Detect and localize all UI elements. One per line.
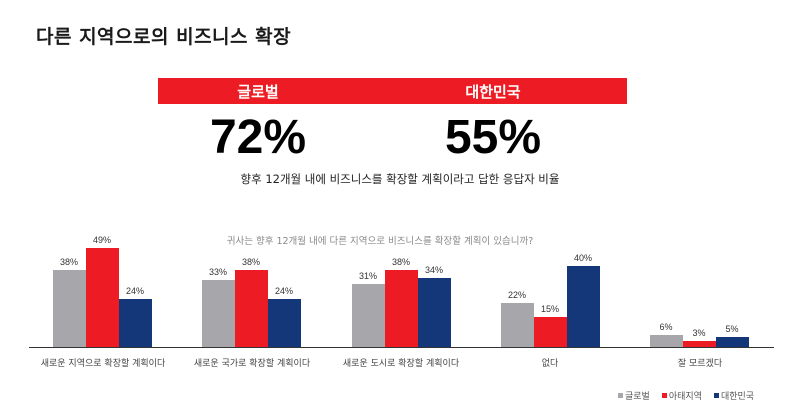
legend-label-global: 글로벌 <box>625 392 650 402</box>
bar-value-label: 34% <box>424 265 443 275</box>
chart-legend: 글로벌 아태지역 대한민국 <box>618 389 754 402</box>
bar-global <box>501 303 534 347</box>
page-title: 다른 지역으로의 비즈니스 확장 <box>36 26 292 48</box>
bar-apac <box>235 270 268 347</box>
category-label: 새로운 국가로 확장할 계획이다 <box>193 359 311 369</box>
category-label: 새로운 지역으로 확장할 계획이다 <box>40 359 166 369</box>
global-percentage: 72% <box>209 111 307 164</box>
bar-value-label: 5% <box>725 324 739 334</box>
bar-global <box>352 284 385 347</box>
bar-korea <box>119 299 152 347</box>
bar-value-label: 31% <box>358 271 377 281</box>
legend-item-apac: 아태지역 <box>661 389 702 402</box>
x-axis-line <box>29 347 774 348</box>
banner-label-korea: 대한민국 <box>465 83 521 101</box>
korea-percentage: 55% <box>444 111 542 164</box>
banner-label-global: 글로벌 <box>237 83 279 101</box>
legend-item-global: 글로벌 <box>618 389 650 402</box>
category-label: 잘 모르겠다 <box>677 359 723 369</box>
bar-korea <box>716 337 749 347</box>
bar-value-label: 49% <box>92 235 111 245</box>
bar-value-label: 15% <box>540 304 559 314</box>
bar-value-label: 3% <box>692 328 706 338</box>
bar-global <box>53 270 86 347</box>
region-banner: 글로벌 대한민국 <box>158 78 627 104</box>
bar-apac <box>385 270 418 347</box>
legend-swatch-korea <box>713 393 719 398</box>
chart-title: 귀사는 향후 12개월 내에 다른 지역으로 비즈니스를 확장할 계획이 있습니… <box>226 236 534 247</box>
headline-subtitle: 향후 12개월 내에 비즈니스를 확장할 계획이라고 답한 응답자 비율 <box>240 172 560 186</box>
bar-value-label: 24% <box>125 286 144 296</box>
bar-value-label: 33% <box>208 267 227 277</box>
bar-value-label: 38% <box>391 257 410 267</box>
bar-value-label: 40% <box>573 253 592 263</box>
legend-swatch-global <box>618 393 623 398</box>
bar-korea <box>418 278 451 347</box>
bar-value-label: 38% <box>59 257 78 267</box>
bar-korea <box>268 299 301 347</box>
bar-value-label: 6% <box>659 322 673 332</box>
bar-global <box>650 335 683 347</box>
legend-item-korea: 대한민국 <box>713 389 755 402</box>
legend-label-apac: 아태지역 <box>668 392 702 402</box>
category-label: 새로운 도시로 확장할 계획이다 <box>342 359 460 369</box>
bar-apac <box>534 317 567 347</box>
bar-value-label: 22% <box>507 290 526 300</box>
bar-global <box>202 280 235 347</box>
bar-apac <box>683 341 716 347</box>
legend-label-korea: 대한민국 <box>720 392 755 402</box>
bar-korea <box>567 266 600 347</box>
bar-apac <box>86 248 119 347</box>
legend-swatch-apac <box>661 393 667 398</box>
category-label: 없다 <box>541 359 559 369</box>
bar-value-label: 24% <box>274 286 293 296</box>
bar-value-label: 38% <box>241 257 260 267</box>
